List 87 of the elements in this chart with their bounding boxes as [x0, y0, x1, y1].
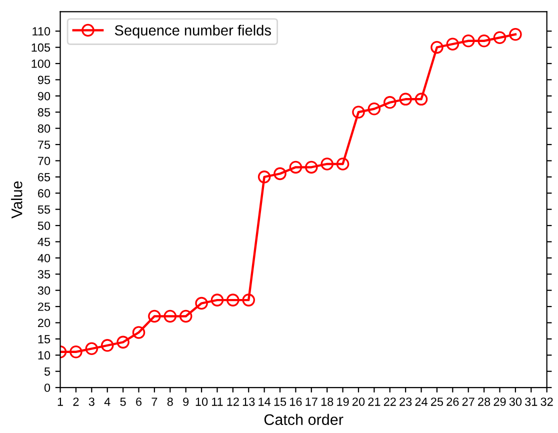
x-tick-label: 21 — [368, 398, 380, 406]
point — [446, 38, 460, 50]
y-tick-label: 95 — [38, 76, 50, 84]
x-tick-label: 28 — [478, 398, 490, 406]
x-tick-label: 24 — [415, 398, 428, 406]
point — [195, 296, 208, 310]
x-tick-label: 20 — [352, 398, 365, 406]
x-axis-title: Catch order — [264, 414, 344, 426]
y-tick-label: 60 — [38, 189, 50, 198]
point — [164, 310, 177, 323]
x-tick-label: 6 — [136, 398, 142, 406]
x-tick-label: 4 — [104, 398, 110, 406]
point — [478, 34, 490, 48]
y-tick-label: 10 — [38, 351, 50, 360]
point — [100, 339, 114, 352]
x-tick-label: 2 — [73, 398, 79, 406]
y-tick-label: 30 — [38, 286, 50, 295]
x-tick-label: 11 — [212, 398, 223, 406]
point — [179, 310, 192, 323]
y-tick-label: 65 — [38, 172, 50, 182]
y-tick-label: 5 — [44, 367, 50, 376]
x-tick-label: 14 — [258, 398, 271, 406]
y-tick-label: 110 — [32, 27, 50, 36]
point — [336, 158, 350, 170]
point — [148, 310, 161, 323]
point — [414, 92, 428, 106]
y-tick-label: 80 — [38, 124, 50, 133]
point — [383, 96, 396, 109]
y-tick-label: 90 — [38, 92, 50, 100]
x-tick-label: 16 — [290, 398, 302, 406]
x-tick-label: 1 — [58, 398, 63, 406]
x-tick-label: 7 — [152, 398, 158, 406]
y-tick-label: 55 — [38, 205, 50, 214]
point — [320, 158, 334, 170]
point — [258, 170, 271, 184]
x-tick-label: 9 — [183, 398, 189, 406]
y-tick-label: 100 — [32, 60, 50, 68]
point — [430, 40, 444, 54]
point — [116, 336, 130, 349]
x-tick-label: 27 — [462, 398, 474, 406]
legend-label: Sequence number fields — [114, 24, 271, 38]
x-tick-label: 15 — [274, 398, 286, 406]
y-tick-label: 105 — [32, 43, 50, 52]
point — [226, 294, 240, 306]
x-tick-label: 23 — [400, 398, 412, 406]
y-tick-label: 0 — [44, 384, 50, 392]
point — [274, 167, 286, 180]
x-tick-label: 18 — [321, 398, 334, 406]
x-tick-label: 10 — [196, 398, 208, 406]
y-tick-label: 35 — [38, 270, 50, 279]
point — [509, 28, 522, 41]
x-tick-label: 17 — [306, 398, 318, 406]
x-tick-label: 25 — [430, 398, 444, 406]
point — [352, 106, 365, 119]
y-tick-label: 15 — [38, 335, 50, 344]
point — [493, 31, 506, 44]
x-tick-label: 31 — [525, 398, 538, 406]
y-tick-label: 20 — [38, 318, 50, 328]
point — [85, 342, 98, 356]
x-tick-label: 19 — [337, 398, 349, 406]
x-tick-label: 29 — [494, 398, 506, 406]
y-tick-label: 45 — [38, 238, 50, 246]
point — [289, 160, 302, 174]
x-tick-label: 22 — [384, 398, 396, 406]
x-tick-label: 30 — [509, 398, 522, 406]
x-tick-label: 26 — [446, 398, 459, 406]
x-tick-label: 8 — [167, 398, 173, 406]
point — [132, 326, 146, 339]
y-tick-label: 85 — [38, 108, 50, 117]
point — [399, 92, 412, 106]
point — [368, 102, 381, 116]
x-tick-label: 12 — [227, 398, 239, 406]
y-axis-title: Value — [11, 181, 22, 219]
y-tick-label: 40 — [38, 254, 50, 262]
y-tick-label: 25 — [38, 302, 50, 311]
x-tick-label: 3 — [88, 398, 94, 406]
y-tick-label: 75 — [38, 140, 50, 149]
y-tick-label: 70 — [38, 156, 50, 166]
point — [242, 294, 256, 306]
x-tick-label: 32 — [540, 398, 553, 406]
x-tick-label: 13 — [242, 398, 255, 406]
y-tick-label: 50 — [38, 222, 50, 230]
x-tick-label: 5 — [120, 398, 126, 406]
point — [462, 34, 475, 48]
point — [210, 294, 224, 306]
point — [70, 346, 82, 358]
point — [305, 160, 318, 174]
